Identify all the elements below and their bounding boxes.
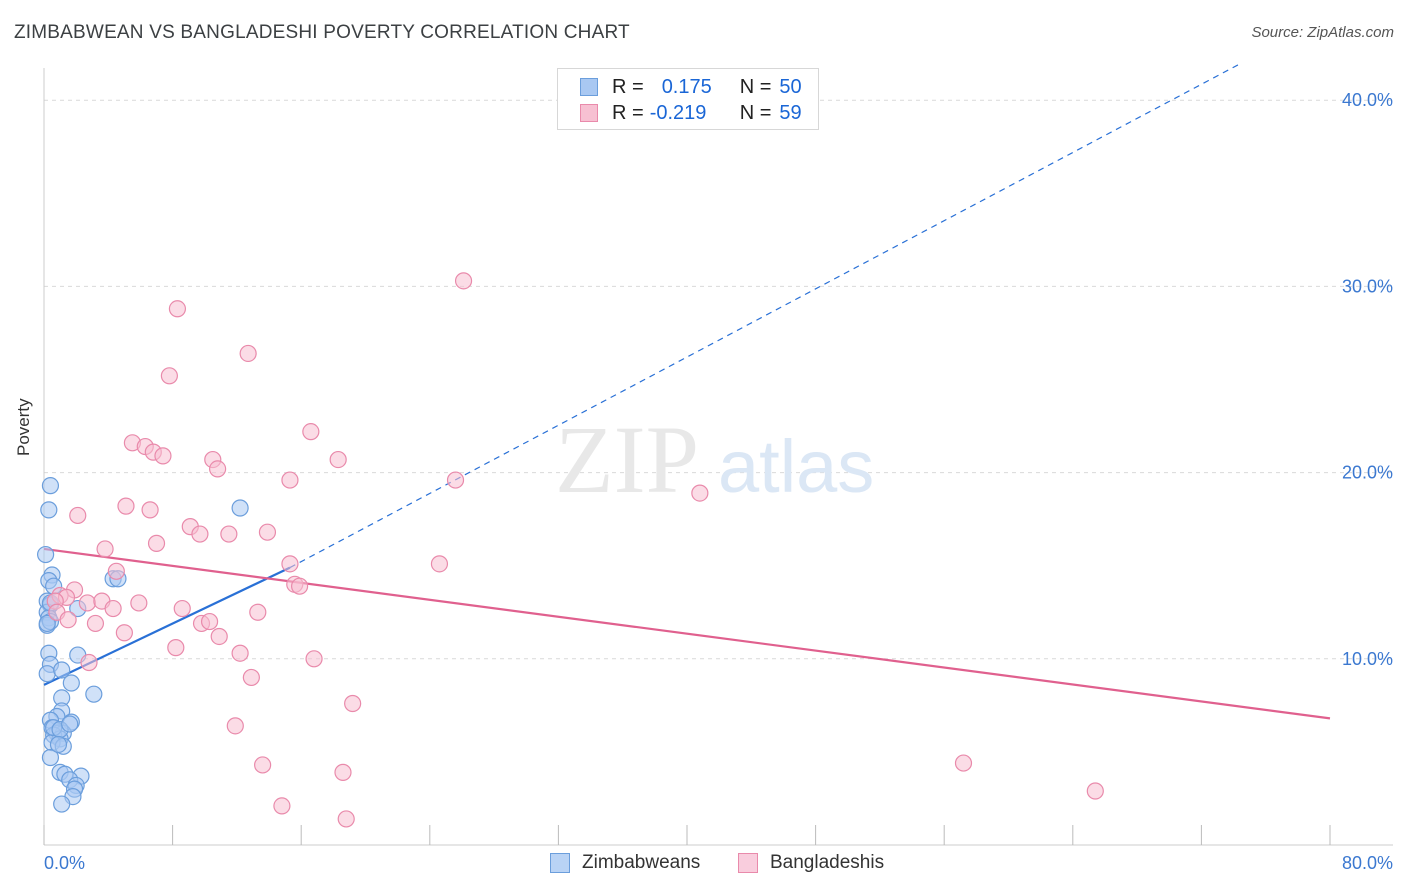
bangladeshi-point xyxy=(258,523,277,541)
bangladeshi-point xyxy=(954,754,973,772)
legend-label-bangladeshis: Bangladeshis xyxy=(770,852,885,873)
source-label: Source: ZipAtlas.com xyxy=(1251,24,1394,41)
chart-title: ZIMBABWEAN VS BANGLADESHI POVERTY CORREL… xyxy=(14,22,630,43)
bangladeshi-point xyxy=(1086,782,1104,800)
bangladeshi-point xyxy=(226,717,244,735)
bangladeshi-point xyxy=(59,611,77,629)
bangladeshi-point xyxy=(446,471,465,489)
bangladeshi-point xyxy=(173,599,191,618)
bangladeshi-point xyxy=(273,797,291,815)
bangladeshi-point xyxy=(281,471,299,489)
bangladeshi-point xyxy=(344,694,362,713)
r-value: 0.175 xyxy=(661,75,712,98)
bangladeshi-point xyxy=(96,540,114,558)
trend-lines xyxy=(43,62,1331,720)
bangladeshi-point xyxy=(210,627,228,646)
bangladeshi-point xyxy=(290,577,309,595)
bangladeshi-point xyxy=(337,810,355,828)
x-tick-label: 80.0% xyxy=(1342,853,1393,873)
bangladeshi-point xyxy=(334,763,352,781)
y-tick-label: 30.0% xyxy=(1342,276,1393,296)
bangladeshi-point xyxy=(239,344,257,363)
n-value: 50 xyxy=(779,75,802,98)
bangladeshi-point xyxy=(86,614,105,633)
bangladeshi-point xyxy=(191,525,209,543)
bangladeshi-point xyxy=(249,603,267,621)
bangladeshi-point xyxy=(242,668,260,687)
zimbabwean-point xyxy=(85,685,103,703)
correlation-legend: R = 0.175 N = 50 R = -0.219 N = 59 xyxy=(557,68,819,130)
zimbabwean-point xyxy=(41,748,60,767)
r-value: -0.219 xyxy=(649,101,707,124)
bangladeshi-point xyxy=(104,599,122,618)
bangladeshi-point xyxy=(220,525,238,543)
bangladeshi-point xyxy=(209,460,227,478)
bangladeshis-legend-swatch xyxy=(738,853,758,873)
bangladeshi-point xyxy=(254,756,272,774)
bangladeshi-point xyxy=(160,367,178,385)
zimbabweans-legend-swatch xyxy=(550,853,570,873)
series-legend: Zimbabweans Bangladeshis xyxy=(0,852,1406,878)
bangladeshi-point xyxy=(281,555,299,573)
zimbabwean-point xyxy=(38,665,56,683)
y-axis-label: Poverty xyxy=(14,398,33,456)
zimbabwean-point xyxy=(49,735,68,754)
zimbabwean-point xyxy=(53,661,71,679)
bangladeshi-point xyxy=(141,501,159,519)
zimbabwean-point xyxy=(37,545,55,564)
r-label: R = xyxy=(612,101,644,124)
bangladeshi-point xyxy=(167,639,185,657)
n-label: N = xyxy=(739,101,772,124)
watermark-atlas: atlas xyxy=(718,425,874,508)
n-label: N = xyxy=(739,75,772,98)
bangladeshi-point xyxy=(231,644,249,662)
legend-item-zimbabweans[interactable]: Zimbabweans xyxy=(550,852,700,874)
bangladeshi-point xyxy=(147,534,166,552)
zimbabwean-point xyxy=(53,795,71,813)
zimbabwean-point xyxy=(40,501,58,519)
r-label: R = xyxy=(612,75,644,98)
bangladeshi-point xyxy=(69,506,87,525)
y-tick-label: 40.0% xyxy=(1342,90,1393,110)
bangladeshi-point xyxy=(154,447,172,465)
legend-row-bangladeshis: R = -0.219 N = 59 xyxy=(580,101,802,125)
bangladeshi-point xyxy=(107,562,125,580)
watermark: ZIP atlas xyxy=(555,406,874,513)
bangladeshi-point xyxy=(200,612,219,631)
bangladeshi-point xyxy=(302,423,320,441)
zimbabweans-swatch xyxy=(580,78,598,96)
y-tick-label: 10.0% xyxy=(1342,649,1393,669)
bangladeshi-point xyxy=(454,272,473,290)
zimbabwean-point xyxy=(41,477,60,495)
bangladeshi-point xyxy=(78,594,97,612)
bangladeshi-trend-line xyxy=(43,547,1331,720)
bangladeshi-point xyxy=(115,624,133,642)
legend-item-bangladeshis[interactable]: Bangladeshis xyxy=(738,852,884,874)
bangladeshi-point xyxy=(430,555,449,573)
bangladeshi-point xyxy=(329,450,347,469)
legend-label-zimbabweans: Zimbabweans xyxy=(582,852,701,873)
bangladeshis-swatch xyxy=(580,104,598,122)
bangladeshi-point xyxy=(691,484,709,502)
legend-row-zimbabweans: R = 0.175 N = 50 xyxy=(580,75,802,99)
bangladeshi-point xyxy=(168,300,187,318)
bangladeshi-point xyxy=(80,653,98,672)
bangladeshi-point xyxy=(305,650,323,668)
bangladeshi-point xyxy=(130,594,148,612)
y-tick-label: 20.0% xyxy=(1342,463,1393,483)
zimbabwean-point xyxy=(62,674,80,692)
zimbabwean-point xyxy=(231,499,249,517)
zimbabwean-point xyxy=(61,715,79,733)
data-points xyxy=(37,272,1104,828)
bangladeshi-point xyxy=(117,497,135,515)
watermark-zip: ZIP xyxy=(555,406,699,513)
tick-labels: 10.0% 20.0% 30.0% 40.0% 0.0% 80.0% xyxy=(44,90,1393,873)
n-value: 59 xyxy=(779,101,802,124)
x-tick-label: 0.0% xyxy=(44,853,85,873)
zimbabwean-point xyxy=(38,614,56,633)
